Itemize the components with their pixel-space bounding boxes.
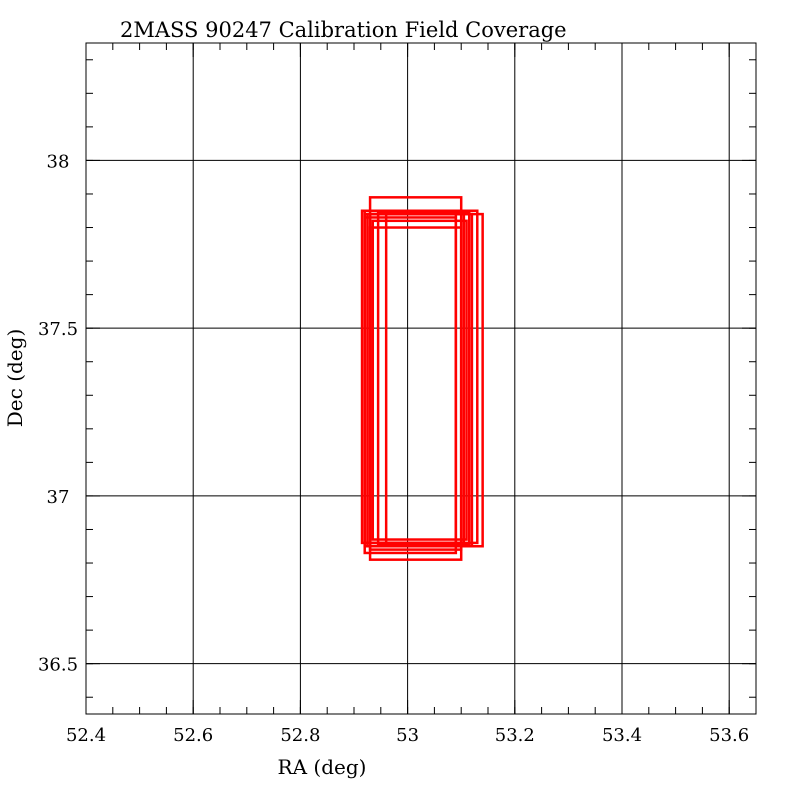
axis-ticks (85, 43, 757, 714)
field-rectangle (368, 196, 463, 561)
x-tick-label: 52.8 (280, 725, 320, 746)
x-tick-label: 53.2 (495, 725, 535, 746)
field-rectangle (368, 212, 458, 545)
field-rectangle (371, 219, 468, 541)
x-tick-label: 53 (396, 725, 419, 746)
x-tick-label: 53.6 (709, 725, 749, 746)
x-tick-label: 52.6 (173, 725, 213, 746)
grid-lines (86, 43, 756, 714)
y-tick-label: 36.5 (38, 655, 78, 676)
field-rectangle (368, 226, 463, 551)
y-tick-label: 37.5 (38, 319, 78, 340)
x-tick-label: 53.4 (602, 725, 642, 746)
field-rectangle (376, 211, 471, 546)
tick-labels: 52.4 52.6 52.8 53 53.2 53.4 53.6 36.5 37 37.5 38 (38, 151, 749, 746)
plot-frame (85, 42, 757, 715)
field-rectangle (366, 212, 466, 548)
y-tick-label: 38 (47, 151, 70, 172)
x-axis-label: RA (deg) (278, 755, 367, 779)
chart-title: 2MASS 90247 Calibration Field Coverage (120, 18, 567, 42)
y-tick-label: 37 (47, 487, 70, 508)
x-tick-label: 52.4 (66, 725, 106, 746)
field-rectangles (360, 196, 484, 561)
y-axis-label: Dec (deg) (3, 329, 27, 427)
